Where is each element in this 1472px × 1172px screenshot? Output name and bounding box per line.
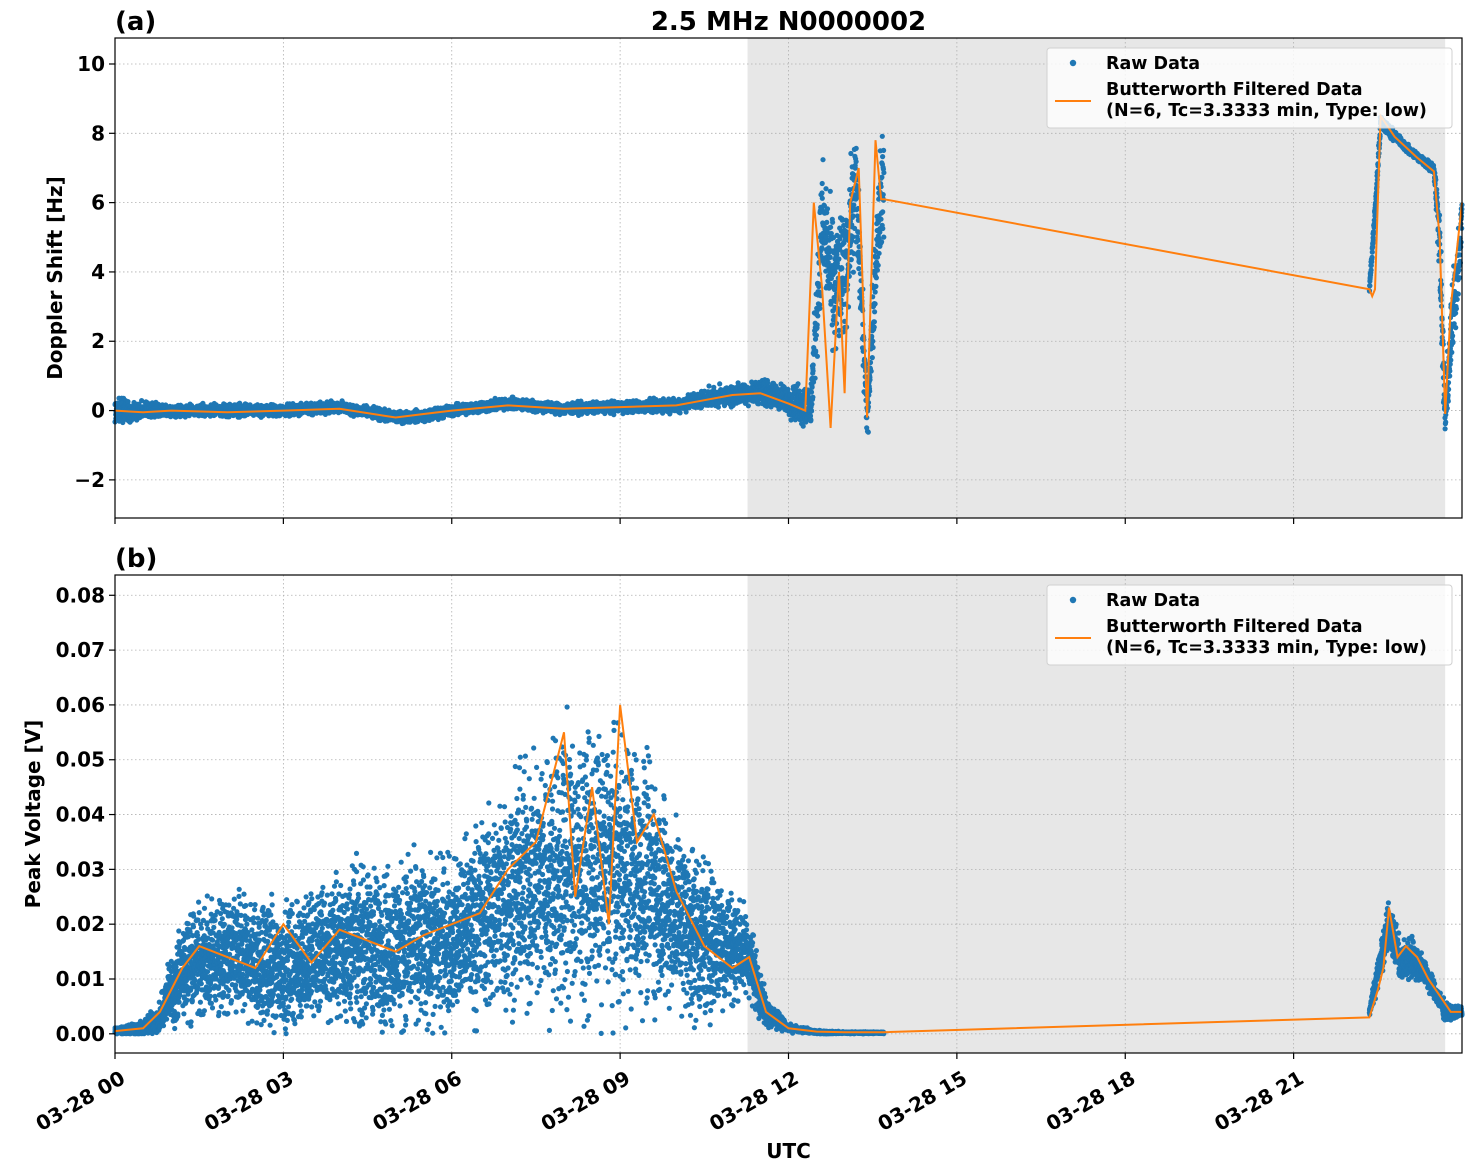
data-point [683, 409, 689, 415]
data-point [677, 410, 683, 416]
data-point [717, 381, 723, 387]
data-point [706, 383, 712, 389]
data-point [125, 399, 131, 405]
data-point [145, 400, 151, 406]
data-point [745, 403, 752, 409]
data-point [711, 384, 717, 390]
data-point [715, 404, 722, 410]
